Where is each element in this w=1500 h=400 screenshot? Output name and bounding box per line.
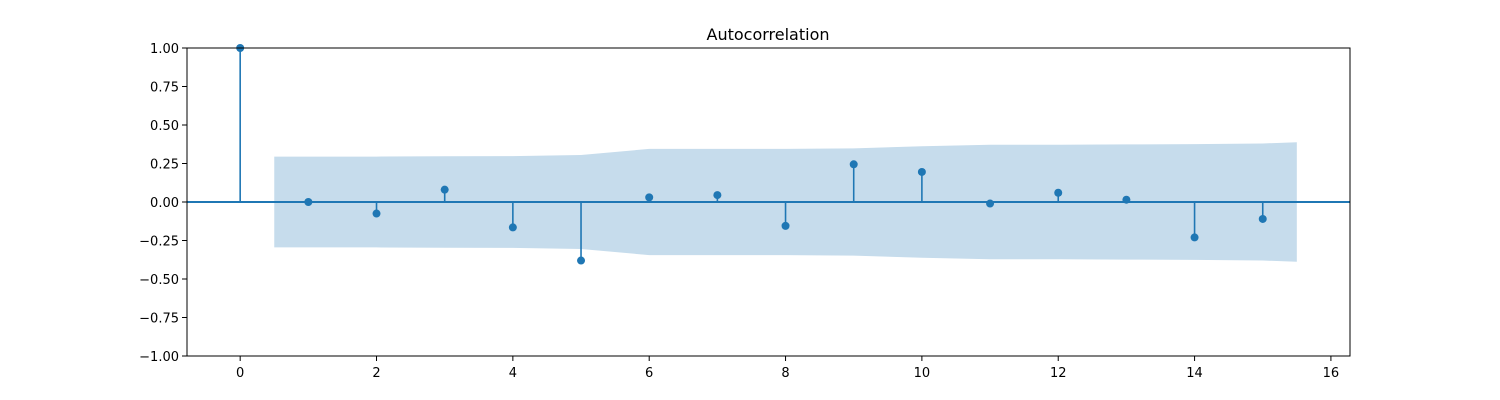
acf-point-lag-12 <box>1054 188 1063 197</box>
acf-point-lag-15 <box>1258 214 1267 223</box>
y-tick-label: −0.25 <box>139 235 179 250</box>
x-tick-label: 16 <box>1323 366 1340 381</box>
y-tick-label: 0.25 <box>150 158 179 173</box>
x-tick-label: 6 <box>645 366 653 381</box>
y-tick-label: −0.75 <box>139 312 179 327</box>
acf-point-lag-7 <box>713 191 722 200</box>
y-tick-label: −0.50 <box>139 273 179 288</box>
y-tick-label: 0.50 <box>150 119 179 134</box>
x-tick-label: 14 <box>1186 366 1203 381</box>
acf-point-lag-3 <box>440 185 449 194</box>
y-tick-label: 1.00 <box>150 42 179 57</box>
x-tick-label: 10 <box>914 366 931 381</box>
acf-point-lag-5 <box>577 256 586 265</box>
chart-title: Autocorrelation <box>707 25 830 44</box>
acf-point-lag-9 <box>849 160 858 169</box>
y-tick-label: −1.00 <box>139 350 179 365</box>
x-tick-label: 12 <box>1050 366 1067 381</box>
acf-point-lag-6 <box>645 193 654 202</box>
x-tick-label: 0 <box>236 366 244 381</box>
acf-point-lag-13 <box>1122 195 1131 204</box>
acf-point-lag-1 <box>304 198 313 206</box>
x-tick-label: 4 <box>509 366 517 381</box>
acf-point-lag-4 <box>508 223 517 232</box>
acf-point-lag-11 <box>986 199 995 208</box>
acf-point-lag-14 <box>1190 233 1199 242</box>
x-tick-label: 2 <box>372 366 380 381</box>
acf-point-lag-8 <box>781 221 790 230</box>
plot-area: 1.00 0.75 0.50 0.25 0.00 −0.25 −0.50 −0.75 −1.00… <box>139 42 1351 381</box>
x-tick-label: 8 <box>781 366 789 381</box>
acf-point-lag-10 <box>917 167 926 176</box>
acf-point-lag-2 <box>372 209 381 218</box>
y-tick-label: 0.00 <box>150 196 179 211</box>
y-tick-label: 0.75 <box>150 81 179 96</box>
